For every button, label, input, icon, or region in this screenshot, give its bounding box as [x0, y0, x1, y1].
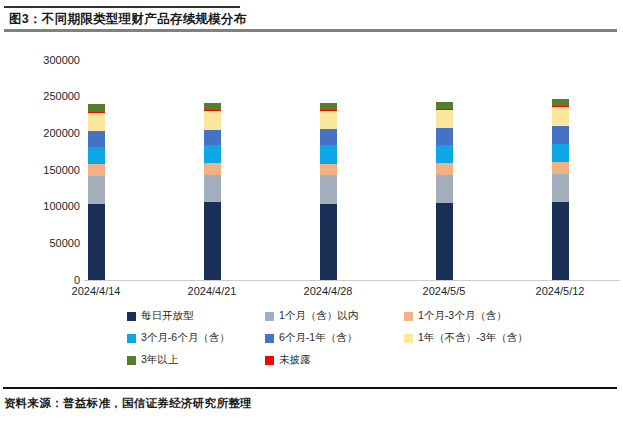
bar-segment [88, 104, 105, 111]
legend-swatch [265, 356, 274, 365]
y-tick-label: 100000 [30, 200, 80, 212]
bar-segment [88, 147, 105, 165]
x-axis-line [84, 280, 620, 281]
bar-segment [320, 103, 337, 110]
bar-segment [88, 131, 105, 146]
bar-segment [552, 99, 569, 106]
bar-segment [204, 111, 221, 131]
y-tick-label: 0 [30, 274, 80, 286]
y-tick-label: 250000 [30, 90, 80, 102]
bar-segment [436, 145, 453, 163]
bar-segment [320, 175, 337, 204]
bar-segment [436, 109, 453, 110]
x-axis-label: 2024/4/21 [172, 285, 252, 297]
bar-segment [320, 164, 337, 175]
bar-segment [204, 163, 221, 175]
legend-item: 1个月（含）以内 [265, 309, 358, 323]
bar-segment [320, 110, 337, 111]
y-tick-label: 200000 [30, 127, 80, 139]
bar-segment [436, 163, 453, 174]
y-tick-label: 50000 [30, 237, 80, 249]
title-top-rule [4, 6, 240, 8]
bar-segment [88, 204, 105, 280]
bar-segment [88, 176, 105, 204]
legend-item: 1个月-3个月（含） [404, 309, 507, 323]
x-axis-label: 2024/5/12 [520, 285, 600, 297]
legend-swatch [127, 356, 136, 365]
bar-segment [204, 130, 221, 144]
legend-swatch [265, 312, 274, 321]
x-axis-label: 2024/4/28 [288, 285, 368, 297]
bar-segment [204, 175, 221, 202]
legend-swatch [127, 312, 136, 321]
legend-label: 3个月-6个月（含） [141, 331, 230, 345]
bar-segment [88, 164, 105, 176]
bar-segment [436, 109, 453, 128]
legend-label: 未披露 [279, 353, 311, 367]
bar-segment [204, 110, 221, 111]
y-tick-label: 150000 [30, 164, 80, 176]
x-axis-label: 2024/4/14 [56, 285, 136, 297]
bar-segment [552, 106, 569, 107]
bar-segment [88, 112, 105, 131]
legend-item: 1年（不含）-3年（含） [404, 331, 528, 345]
bar-segment [320, 145, 337, 164]
legend-item: 6个月-1年（含） [265, 331, 357, 345]
legend-item: 3年以上 [127, 353, 178, 367]
legend-label: 1年（不含）-3年（含） [418, 331, 528, 345]
bar-segment [552, 144, 569, 162]
legend-label: 6个月-1年（含） [279, 331, 357, 345]
bar-segment [436, 175, 453, 203]
legend-label: 3年以上 [141, 353, 178, 367]
figure-title: 图3：不同期限类型理财产品存续规模分布 [9, 11, 247, 28]
legend-swatch [127, 334, 136, 343]
bar-segment [552, 202, 569, 280]
source-note: 资料来源：普益标准，国信证券经济研究所整理 [4, 396, 252, 411]
x-axis-label: 2024/5/5 [404, 285, 484, 297]
bar-segment [436, 203, 453, 280]
bar-segment [320, 204, 337, 280]
bar-segment [88, 112, 105, 113]
bar-segment [552, 162, 569, 174]
legend-label: 每日开放型 [141, 309, 194, 323]
bar-segment [320, 110, 337, 129]
bar-segment [552, 174, 569, 202]
bar-segment [204, 103, 221, 110]
bar-segment [204, 145, 221, 163]
legend-item: 3个月-6个月（含） [127, 331, 230, 345]
legend-item: 未披露 [265, 353, 311, 367]
bar-segment [552, 126, 569, 144]
bar-segment [436, 128, 453, 145]
footer-rule [3, 387, 617, 389]
figure-3-chart: 图3：不同期限类型理财产品存续规模分布 0 50000 100000 150000 20… [0, 0, 623, 425]
y-tick-label: 300000 [30, 54, 80, 66]
legend-label: 1个月-3个月（含） [418, 309, 507, 323]
legend-item: 每日开放型 [127, 309, 194, 323]
legend-swatch [265, 334, 274, 343]
legend-swatch [404, 312, 413, 321]
bar-segment [436, 102, 453, 109]
bar-segment [552, 106, 569, 126]
bar-segment [204, 202, 221, 280]
bar-segment [320, 129, 337, 145]
legend-swatch [404, 334, 413, 343]
title-divider-rule [4, 29, 617, 32]
legend-label: 1个月（含）以内 [279, 309, 358, 323]
